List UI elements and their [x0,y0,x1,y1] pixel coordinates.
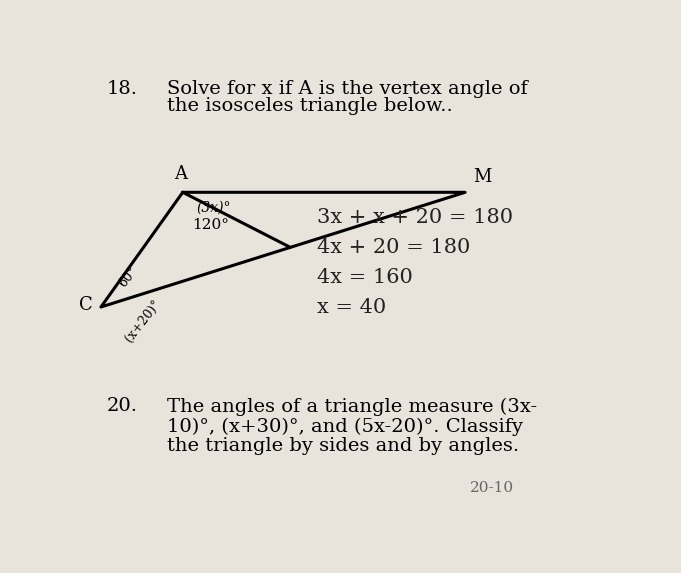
Text: (x+20)°: (x+20)° [122,297,163,344]
Text: 20.: 20. [106,398,138,415]
Text: 10)°, (x+30)°, and (5x-20)°. Classify: 10)°, (x+30)°, and (5x-20)°. Classify [167,417,523,435]
Text: 4x + 20 = 180: 4x + 20 = 180 [317,238,471,257]
Text: x = 40: x = 40 [317,298,387,317]
Text: Solve for x if A is the vertex angle of: Solve for x if A is the vertex angle of [167,80,528,98]
Text: The angles of a triangle measure (3x-: The angles of a triangle measure (3x- [167,398,537,415]
Text: (3x)°: (3x)° [196,200,230,214]
Text: 60°: 60° [116,264,140,290]
Text: A: A [174,164,187,183]
Text: 20-10: 20-10 [471,481,515,494]
Text: M: M [473,168,492,186]
Text: 4x = 160: 4x = 160 [317,268,413,286]
Text: 18.: 18. [106,80,138,98]
Text: 3x + x + 20 = 180: 3x + x + 20 = 180 [317,208,513,227]
Text: C: C [79,296,93,314]
Text: 120°: 120° [192,218,229,232]
Text: the isosceles triangle below..: the isosceles triangle below.. [167,97,453,115]
Text: the triangle by sides and by angles.: the triangle by sides and by angles. [167,437,519,455]
